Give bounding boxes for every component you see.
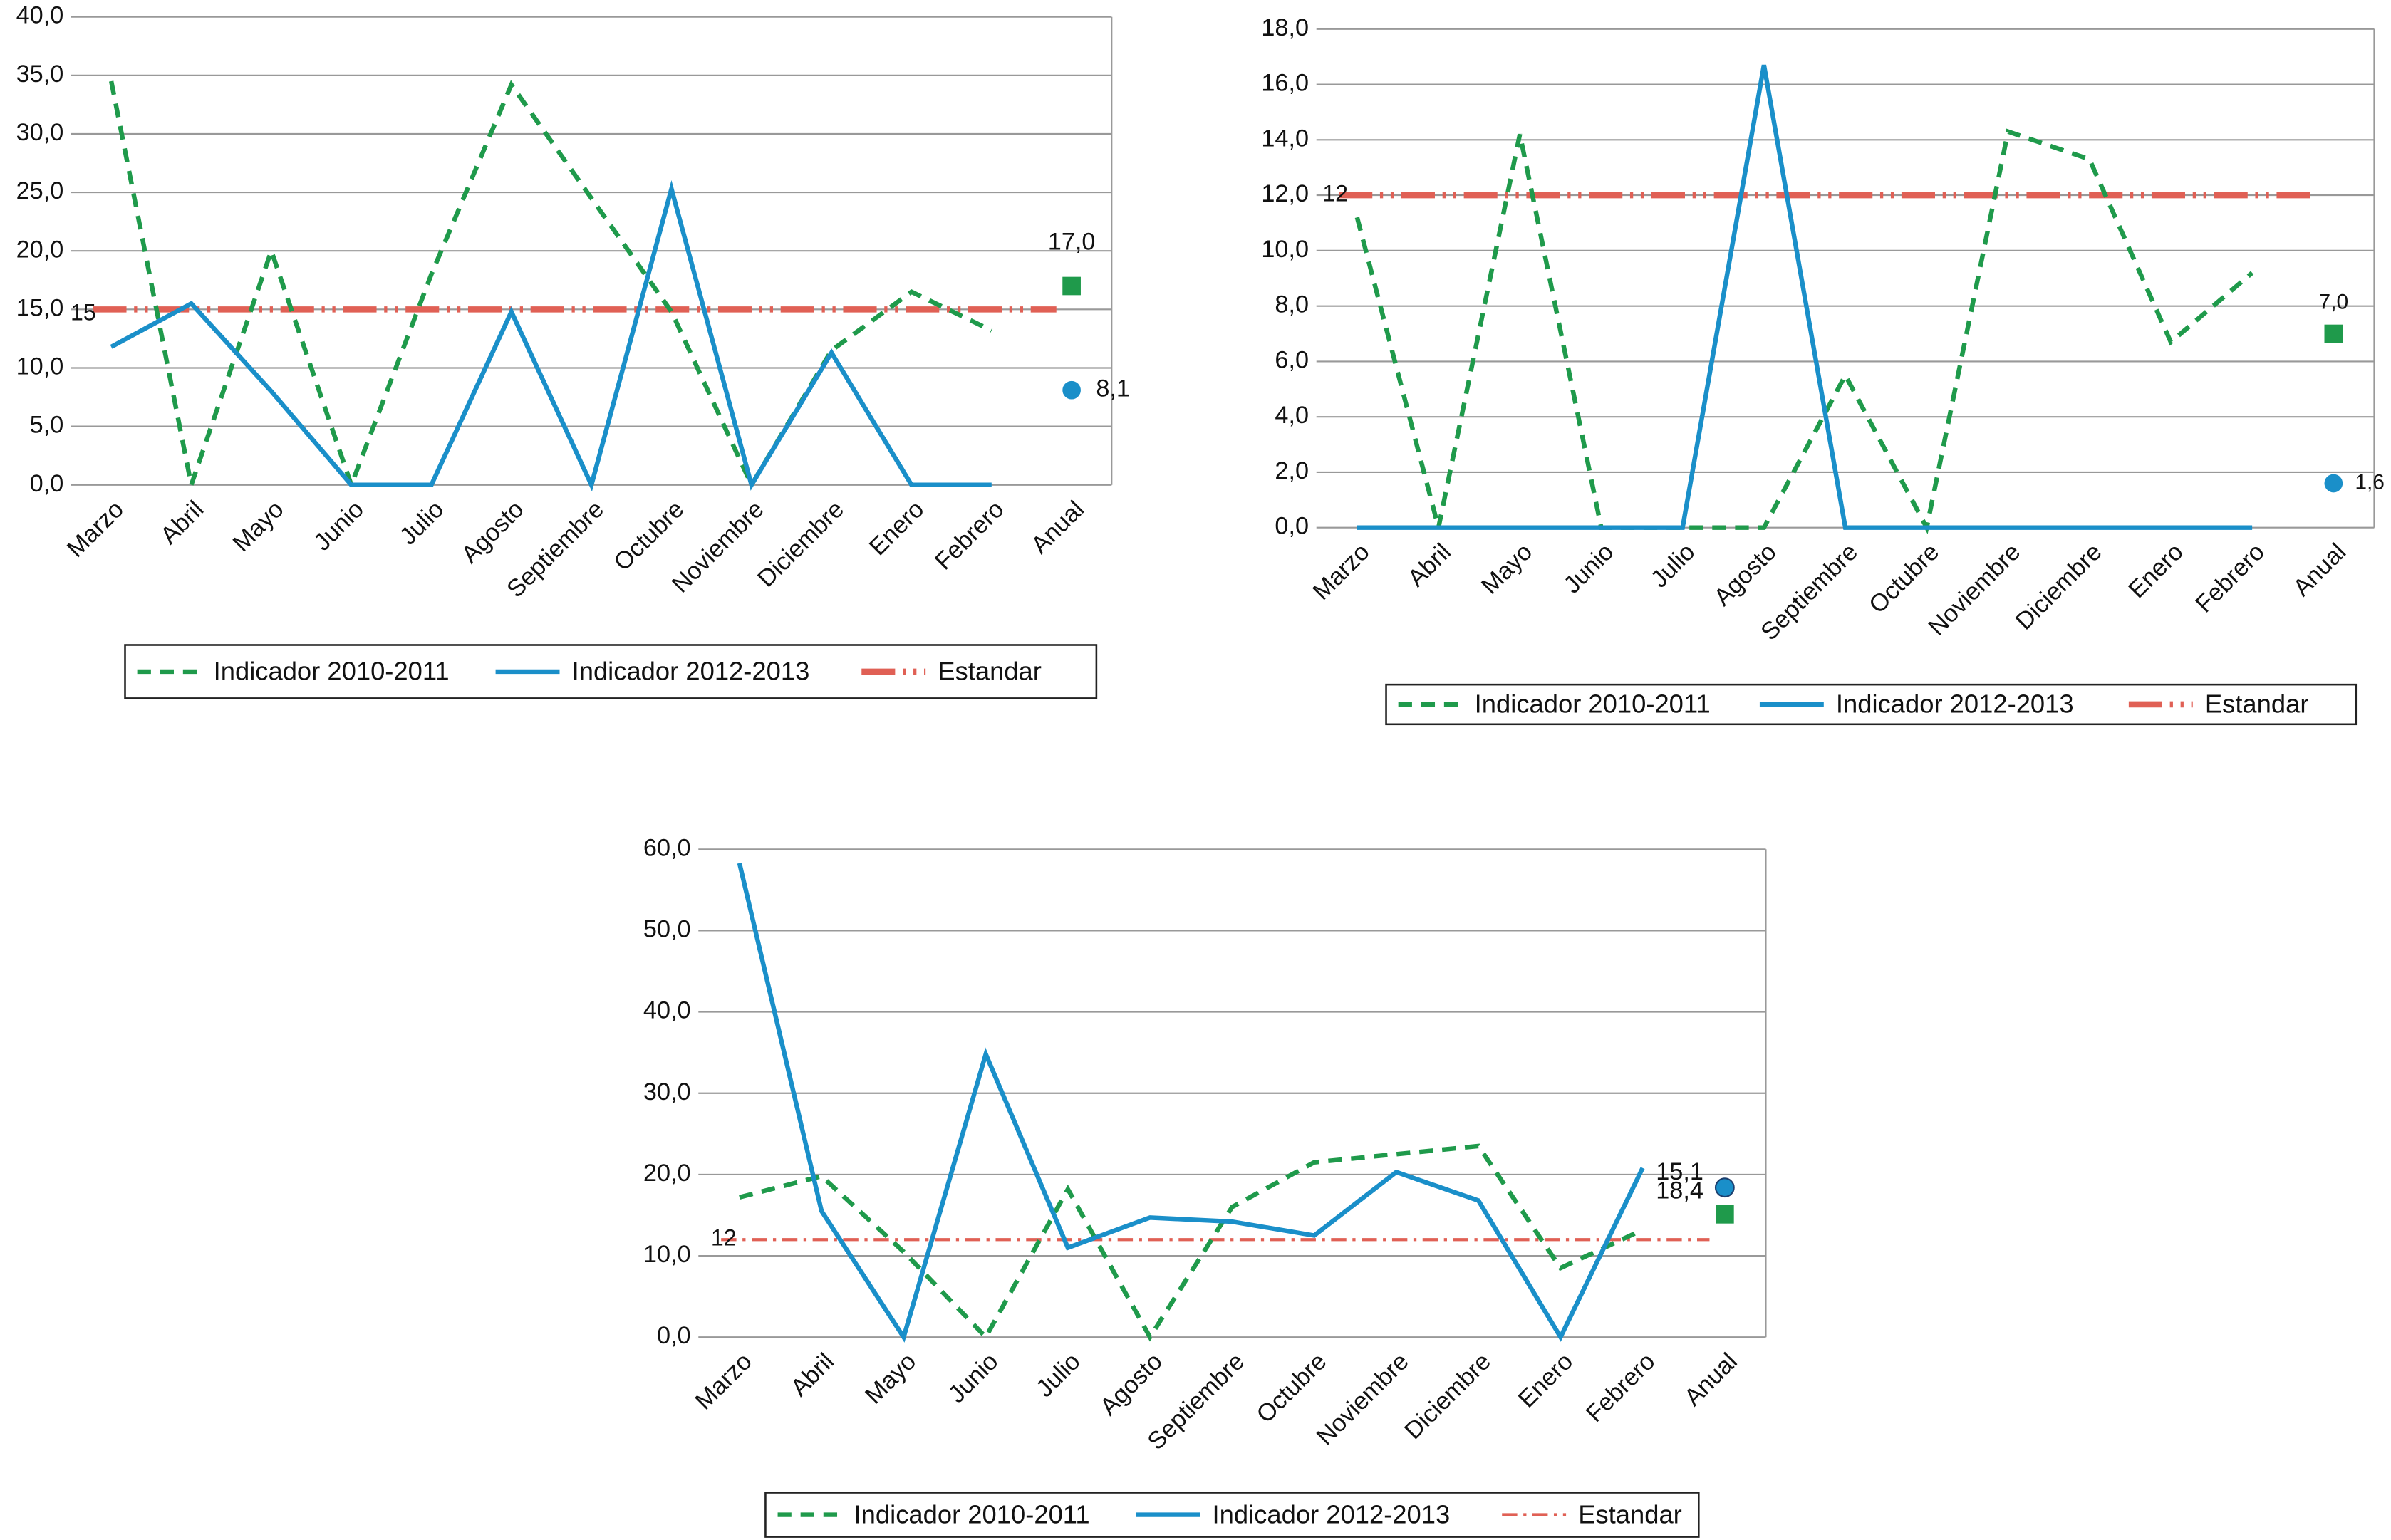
series-line bbox=[1357, 64, 2253, 530]
x-tick-label: Febrero bbox=[2190, 539, 2270, 618]
legend-box bbox=[1385, 683, 2358, 726]
data-label: 18,4 bbox=[1656, 1177, 1703, 1205]
y-tick-label: 18,0 bbox=[1261, 14, 1309, 41]
standard-label: 12 bbox=[1322, 181, 1348, 207]
y-tick-label: 14,0 bbox=[1261, 125, 1309, 152]
series-line bbox=[108, 80, 993, 494]
x-tick-label: Junio bbox=[308, 496, 369, 556]
x-tick-label: Marzo bbox=[690, 1348, 757, 1415]
y-tick-label: 50,0 bbox=[643, 915, 691, 942]
x-tick-label: Abril bbox=[155, 496, 209, 549]
data-label: 7,0 bbox=[2319, 291, 2349, 314]
y-tick-label: 10,0 bbox=[643, 1241, 691, 1268]
y-tick-label: 10,0 bbox=[1261, 236, 1309, 263]
x-tick-label: Anual bbox=[1026, 496, 1089, 559]
series-line bbox=[1354, 128, 2254, 535]
y-tick-label: 0,0 bbox=[30, 470, 64, 497]
annual-marker bbox=[2324, 324, 2343, 343]
series-line bbox=[110, 180, 992, 492]
y-tick-label: 40,0 bbox=[16, 2, 64, 29]
y-tick-label: 20,0 bbox=[16, 236, 64, 263]
x-tick-label: Abril bbox=[1403, 539, 1456, 592]
x-tick-label: Enero bbox=[1513, 1348, 1578, 1412]
y-tick-label: 2,0 bbox=[1275, 457, 1309, 484]
y-tick-label: 40,0 bbox=[643, 997, 691, 1024]
x-tick-label: Agosto bbox=[1095, 1348, 1168, 1420]
y-tick-label: 20,0 bbox=[643, 1160, 691, 1187]
chart: 0,0 2,0 4,0 6,0 8,0 10,0 12,0 14,0 16,0 18,0 Marzo… bbox=[1261, 14, 2385, 726]
x-tick-label: Octubre bbox=[1252, 1348, 1332, 1428]
x-tick-label: Marzo bbox=[1308, 539, 1375, 605]
y-tick-label: 16,0 bbox=[1261, 70, 1309, 97]
y-tick-label: 12,0 bbox=[1261, 180, 1309, 207]
x-tick-label: Octubre bbox=[608, 496, 689, 576]
y-tick-label: 25,0 bbox=[16, 177, 64, 204]
annual-marker bbox=[1062, 380, 1081, 400]
standard-label: 15 bbox=[71, 299, 96, 325]
x-tick-label: Enero bbox=[864, 496, 929, 561]
x-tick-label: Mayo bbox=[860, 1348, 921, 1409]
data-label: 17,0 bbox=[1048, 229, 1096, 256]
legend-label: Indicador 2012-2013 bbox=[1213, 1499, 1451, 1529]
legend-label: Indicador 2010-2011 bbox=[214, 657, 450, 686]
x-tick-label: Julio bbox=[1031, 1348, 1086, 1403]
x-tick-label: Mayo bbox=[228, 496, 289, 557]
x-tick-label: Diciembre bbox=[1399, 1348, 1496, 1445]
y-tick-label: 10,0 bbox=[16, 353, 64, 380]
y-tick-label: 8,0 bbox=[1275, 291, 1309, 318]
legend-label: Indicador 2010-2011 bbox=[1475, 690, 1711, 719]
y-tick-label: 5,0 bbox=[30, 412, 64, 439]
y-tick-label: 6,0 bbox=[1275, 346, 1309, 373]
annual-marker bbox=[1716, 1205, 1734, 1224]
x-tick-label: Mayo bbox=[1476, 539, 1537, 600]
x-tick-label: Julio bbox=[395, 496, 450, 551]
x-tick-label: Abril bbox=[786, 1348, 839, 1401]
x-tick-label: Julio bbox=[1646, 539, 1701, 593]
annual-marker bbox=[2324, 474, 2343, 493]
standard-label: 12 bbox=[711, 1225, 737, 1251]
y-tick-label: 30,0 bbox=[643, 1078, 691, 1105]
y-tick-label: 60,0 bbox=[643, 834, 691, 861]
data-label: 1,6 bbox=[2355, 470, 2385, 494]
x-tick-label: Agosto bbox=[456, 496, 529, 568]
chart: 0,0 10,0 20,0 30,0 40,0 50,0 60,0 Marzo Abril May… bbox=[643, 834, 1767, 1538]
data-label: 15,1 bbox=[1656, 1158, 1703, 1185]
y-tick-label: 0,0 bbox=[1275, 513, 1309, 540]
chart: 0,0 5,0 10,0 15,0 20,0 25,0 30,0 35,0 40,0 Marzo A… bbox=[16, 2, 1130, 699]
x-tick-label: Anual bbox=[2288, 539, 2351, 602]
legend-label: Indicador 2012-2013 bbox=[1836, 690, 2074, 719]
y-tick-label: 30,0 bbox=[16, 119, 64, 146]
y-tick-label: 4,0 bbox=[1275, 402, 1309, 429]
data-label: 8,1 bbox=[1096, 375, 1130, 402]
x-tick-label: Junio bbox=[943, 1348, 1004, 1408]
legend-label: Estandar bbox=[1578, 1499, 1682, 1529]
annual-marker bbox=[1062, 276, 1081, 296]
x-tick-label: Agosto bbox=[1709, 539, 1782, 611]
y-tick-label: 15,0 bbox=[16, 294, 64, 321]
x-tick-label: Marzo bbox=[62, 496, 129, 563]
x-tick-label: Enero bbox=[2123, 539, 2188, 603]
y-tick-label: 0,0 bbox=[657, 1322, 691, 1349]
x-tick-label: Febrero bbox=[1581, 1348, 1661, 1427]
x-tick-label: Octubre bbox=[1864, 539, 1944, 619]
legend-label: Indicador 2012-2013 bbox=[572, 657, 810, 686]
x-tick-label: Diciembre bbox=[752, 496, 849, 593]
x-tick-label: Anual bbox=[1679, 1348, 1743, 1411]
legend-label: Estandar bbox=[938, 657, 1042, 686]
x-tick-label: Febrero bbox=[930, 496, 1010, 576]
x-tick-label: Junio bbox=[1559, 539, 1619, 599]
x-tick-label: Diciembre bbox=[2011, 539, 2107, 635]
annual-marker bbox=[1714, 1177, 1735, 1198]
legend-label: Indicador 2010-2011 bbox=[854, 1499, 1090, 1529]
legend-box bbox=[124, 644, 1098, 699]
y-tick-label: 35,0 bbox=[16, 61, 64, 88]
legend-label: Estandar bbox=[2205, 690, 2309, 719]
series-line bbox=[737, 862, 1645, 1343]
